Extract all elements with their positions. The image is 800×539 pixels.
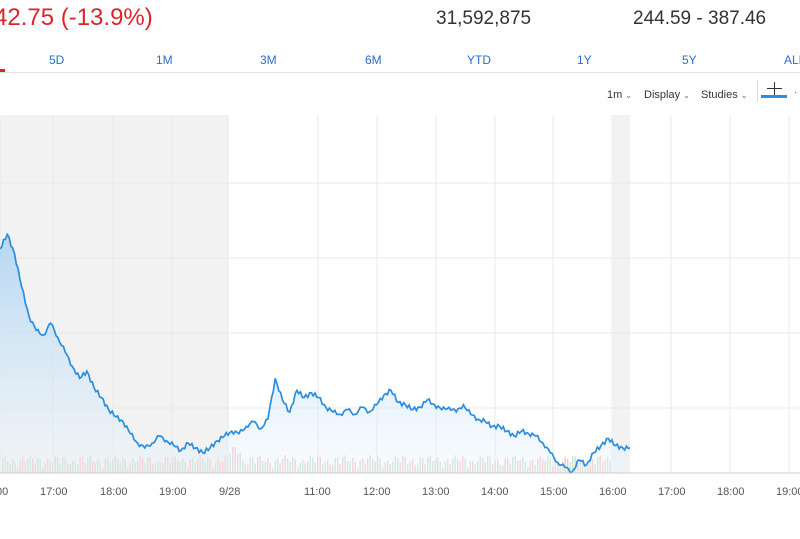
- tab-3m[interactable]: 3M: [260, 53, 277, 67]
- x-tick-label: 11:00: [304, 486, 331, 498]
- price-change: 42.75 (-13.9%): [0, 4, 153, 31]
- price-chart-svg: 00 17:00 18:00 19:00 9/28 11:00 12:00 13:00 14:0…: [0, 115, 800, 498]
- crosshair-icon[interactable]: [757, 80, 790, 102]
- chevron-down-icon: ⌄: [740, 91, 748, 100]
- studies-dropdown[interactable]: Studies ⌄: [701, 89, 748, 101]
- chart-toolbar: 1m ⌄ Display ⌄ Studies ⌄: [0, 85, 800, 107]
- x-tick-label: 16:00: [599, 486, 627, 498]
- x-tick-label: 14:00: [481, 486, 509, 498]
- chevron-down-icon: ⌄: [683, 91, 690, 100]
- tab-all[interactable]: ALL: [784, 53, 800, 67]
- x-tick-label: 19:00: [776, 486, 800, 498]
- volume-bar: [564, 456, 566, 473]
- x-tick-label: 17:00: [40, 486, 68, 498]
- price-line: [0, 232, 631, 475]
- x-tick-label: 19:00: [159, 486, 187, 498]
- tab-1y[interactable]: 1Y: [577, 53, 592, 67]
- volume-bar: [572, 455, 574, 473]
- x-tick-label: 17:00: [658, 486, 686, 498]
- x-tick-label: 12:00: [363, 486, 391, 498]
- tab-ytd[interactable]: YTD: [467, 53, 491, 67]
- quote-header: 42.75 (-13.9%) 31,592,875 244.59 - 387.4…: [0, 0, 800, 40]
- after-hours-shade-right: [613, 115, 630, 473]
- x-tick-label: 00: [0, 486, 8, 498]
- x-tick-label: 9/28: [219, 486, 240, 498]
- volume-bar: [567, 458, 569, 473]
- x-axis-ticks: 00 17:00 18:00 19:00 9/28 11:00 12:00 13:00 14:0…: [0, 486, 800, 498]
- display-dropdown[interactable]: Display ⌄: [644, 89, 690, 101]
- tab-5d[interactable]: 5D: [49, 53, 65, 67]
- x-tick-label: 18:00: [100, 486, 128, 498]
- volume-bar: [569, 462, 571, 473]
- tabs-divider: [0, 72, 800, 73]
- active-tab-indicator: [0, 69, 5, 72]
- chevron-down-icon: ⌄: [625, 91, 632, 100]
- volume-value: 31,592,875: [436, 8, 532, 29]
- x-tick-label: 15:00: [540, 486, 568, 498]
- range-tabs: 5D 1M 3M 6M YTD 1Y 5Y ALL: [0, 50, 800, 72]
- tab-6m[interactable]: 6M: [365, 53, 382, 67]
- tab-5y[interactable]: 5Y: [682, 53, 697, 67]
- tab-1m[interactable]: 1M: [156, 53, 173, 67]
- day-range-value: 244.59 - 387.46: [633, 8, 767, 29]
- interval-dropdown[interactable]: 1m ⌄: [607, 89, 632, 101]
- x-tick-label: 18:00: [717, 486, 745, 498]
- volume-bar: [574, 456, 576, 473]
- price-area: [0, 234, 630, 473]
- price-chart[interactable]: 00 17:00 18:00 19:00 9/28 11:00 12:00 13:00 14:0…: [0, 115, 800, 534]
- x-tick-label: 13:00: [422, 486, 450, 498]
- toolbar-more-icon[interactable]: ⋅: [794, 88, 798, 99]
